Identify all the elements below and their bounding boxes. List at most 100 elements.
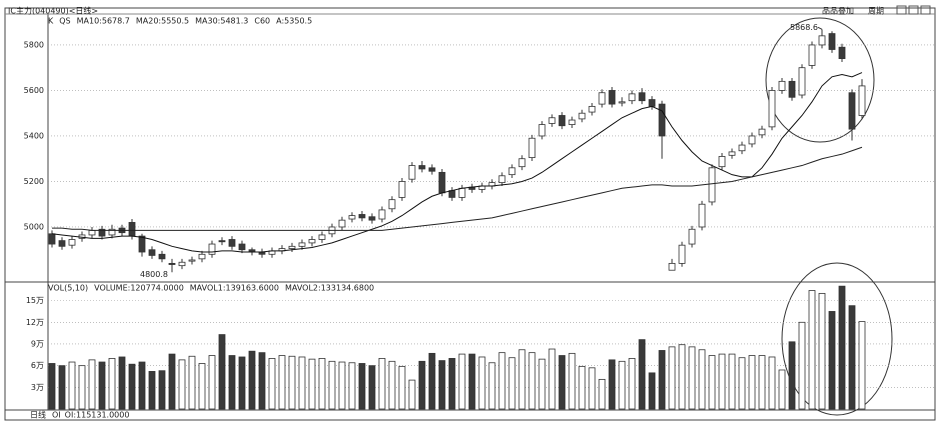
candle-body — [728, 151, 736, 156]
volume-bar — [758, 355, 766, 410]
candle-body — [708, 167, 716, 203]
volume-bar — [448, 358, 456, 410]
candle-body — [698, 203, 706, 228]
candle-body — [748, 135, 756, 145]
volume-bar — [718, 353, 726, 410]
candle-body — [158, 253, 166, 260]
candle-body — [418, 165, 426, 170]
volume-bar — [368, 365, 376, 410]
volume-bar — [68, 361, 76, 410]
footer-label: 日线 — [30, 410, 46, 420]
volume-bar — [488, 362, 496, 410]
candle-body — [818, 35, 826, 46]
candle-body — [348, 215, 356, 220]
volume-bar — [658, 350, 666, 410]
volume-bar — [568, 352, 576, 410]
candle-body — [808, 44, 816, 66]
volume-bar — [358, 363, 366, 410]
y-tick-label: 12万 — [26, 318, 44, 327]
volume-bar — [178, 359, 186, 410]
y-tick-label: 15万 — [26, 296, 44, 305]
candle-body — [368, 216, 376, 221]
candle-body — [148, 249, 156, 256]
candle-body — [548, 117, 556, 124]
candle-body — [688, 228, 696, 245]
candle-body — [458, 187, 466, 198]
volume-bar — [518, 349, 526, 410]
volume-bar — [278, 355, 286, 410]
candle-body — [628, 93, 636, 102]
candle-body — [398, 181, 406, 198]
candle-body — [208, 243, 216, 255]
candle-body — [138, 235, 146, 253]
toolbar-button[interactable]: 品品叠加 — [822, 6, 854, 16]
candle-body — [498, 175, 506, 184]
candle-body — [598, 92, 606, 105]
volume-bar — [748, 355, 756, 410]
legend-item: MA20:5550.5 — [136, 17, 189, 26]
candle-body — [588, 105, 596, 113]
y-tick-label: 5000 — [24, 222, 44, 231]
volume-bar — [498, 352, 506, 410]
window-button[interactable] — [920, 5, 931, 15]
candle-body — [108, 228, 116, 236]
window-button[interactable] — [908, 5, 919, 15]
candle-body — [608, 90, 616, 105]
highlight-ellipse — [765, 17, 875, 143]
window-button[interactable] — [896, 5, 907, 15]
volume-bar — [798, 321, 806, 410]
volume-bar — [348, 362, 356, 410]
legend-item: QS — [59, 17, 70, 26]
candle-body — [518, 158, 526, 168]
candle-body — [678, 244, 686, 264]
toolbar-button[interactable]: 周期 — [868, 7, 884, 16]
ma-line — [51, 72, 863, 253]
candle-body — [168, 262, 176, 265]
y-tick-label: 9万 — [31, 339, 44, 348]
volume-bar — [678, 344, 686, 410]
high-label: 5868.6 — [790, 23, 818, 32]
candle-body — [68, 239, 76, 246]
candle-body — [338, 219, 346, 228]
legend-item: MA30:5481.3 — [195, 17, 248, 26]
volume-bar — [688, 346, 696, 410]
volume-bar — [338, 361, 346, 410]
y-tick-label: 5200 — [24, 177, 44, 186]
footer-label: OI:115131.0000 — [65, 411, 130, 420]
volume-bar — [298, 356, 306, 410]
candle-body — [828, 33, 836, 50]
y-tick-label: 5600 — [24, 86, 44, 95]
candle-body — [538, 124, 546, 137]
legend-item: C60 — [254, 17, 270, 26]
volume-bar — [638, 339, 646, 410]
volume-bar — [98, 361, 106, 410]
volume-bar — [168, 353, 176, 410]
volume-bar — [438, 360, 446, 410]
volume-bar — [838, 285, 846, 410]
candle-body — [758, 128, 766, 136]
candle-body — [638, 92, 646, 102]
volume-bar — [788, 341, 796, 410]
candle-body — [358, 214, 366, 219]
candle-body — [558, 115, 566, 127]
volume-bar — [858, 321, 866, 410]
legend-item: MAVOL1:139163.6000 — [190, 284, 279, 293]
legend-item: MA10:5678.7 — [77, 17, 130, 26]
volume-bar — [228, 355, 236, 410]
candle-body — [88, 229, 96, 236]
candle-body — [378, 209, 386, 220]
candle-body — [438, 171, 446, 194]
volume-bar — [738, 357, 746, 410]
candle-body — [668, 262, 676, 271]
volume-bar — [88, 359, 96, 410]
candle-body — [298, 242, 306, 247]
volume-bar — [848, 305, 856, 410]
candle-body — [408, 165, 416, 180]
volume-bar — [268, 358, 276, 410]
volume-bar — [158, 370, 166, 410]
volume-bar — [628, 358, 636, 410]
candle-body — [578, 112, 586, 120]
candle-body — [188, 259, 196, 262]
volume-bar — [328, 360, 336, 410]
candle-body — [768, 90, 776, 128]
